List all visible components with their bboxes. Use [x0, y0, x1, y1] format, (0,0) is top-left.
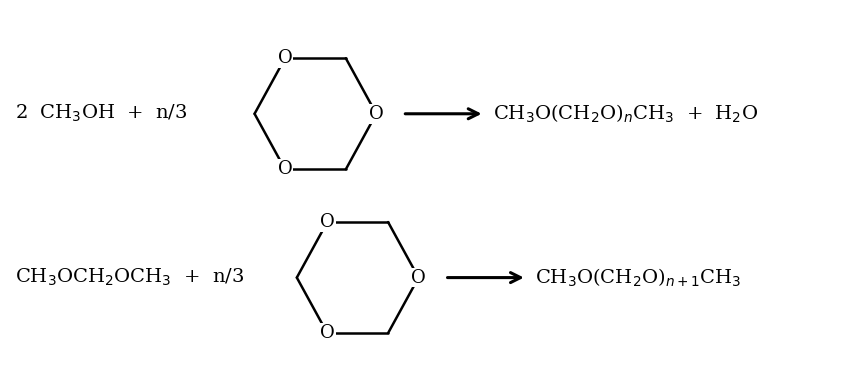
Text: O: O [277, 49, 292, 67]
Text: O: O [277, 160, 292, 178]
Text: 2  CH$_3$OH  +  n/3: 2 CH$_3$OH + n/3 [15, 103, 188, 124]
Text: CH$_3$OCH$_2$OCH$_3$  +  n/3: CH$_3$OCH$_2$OCH$_3$ + n/3 [15, 267, 245, 288]
Text: CH$_3$O(CH$_2$O)$_{n+1}$CH$_3$: CH$_3$O(CH$_2$O)$_{n+1}$CH$_3$ [535, 266, 741, 289]
Text: O: O [320, 213, 335, 231]
Text: O: O [369, 105, 384, 123]
Text: O: O [320, 324, 335, 342]
Text: O: O [411, 269, 426, 287]
Text: CH$_3$O(CH$_2$O)$_n$CH$_3$  +  H$_2$O: CH$_3$O(CH$_2$O)$_n$CH$_3$ + H$_2$O [493, 102, 758, 125]
